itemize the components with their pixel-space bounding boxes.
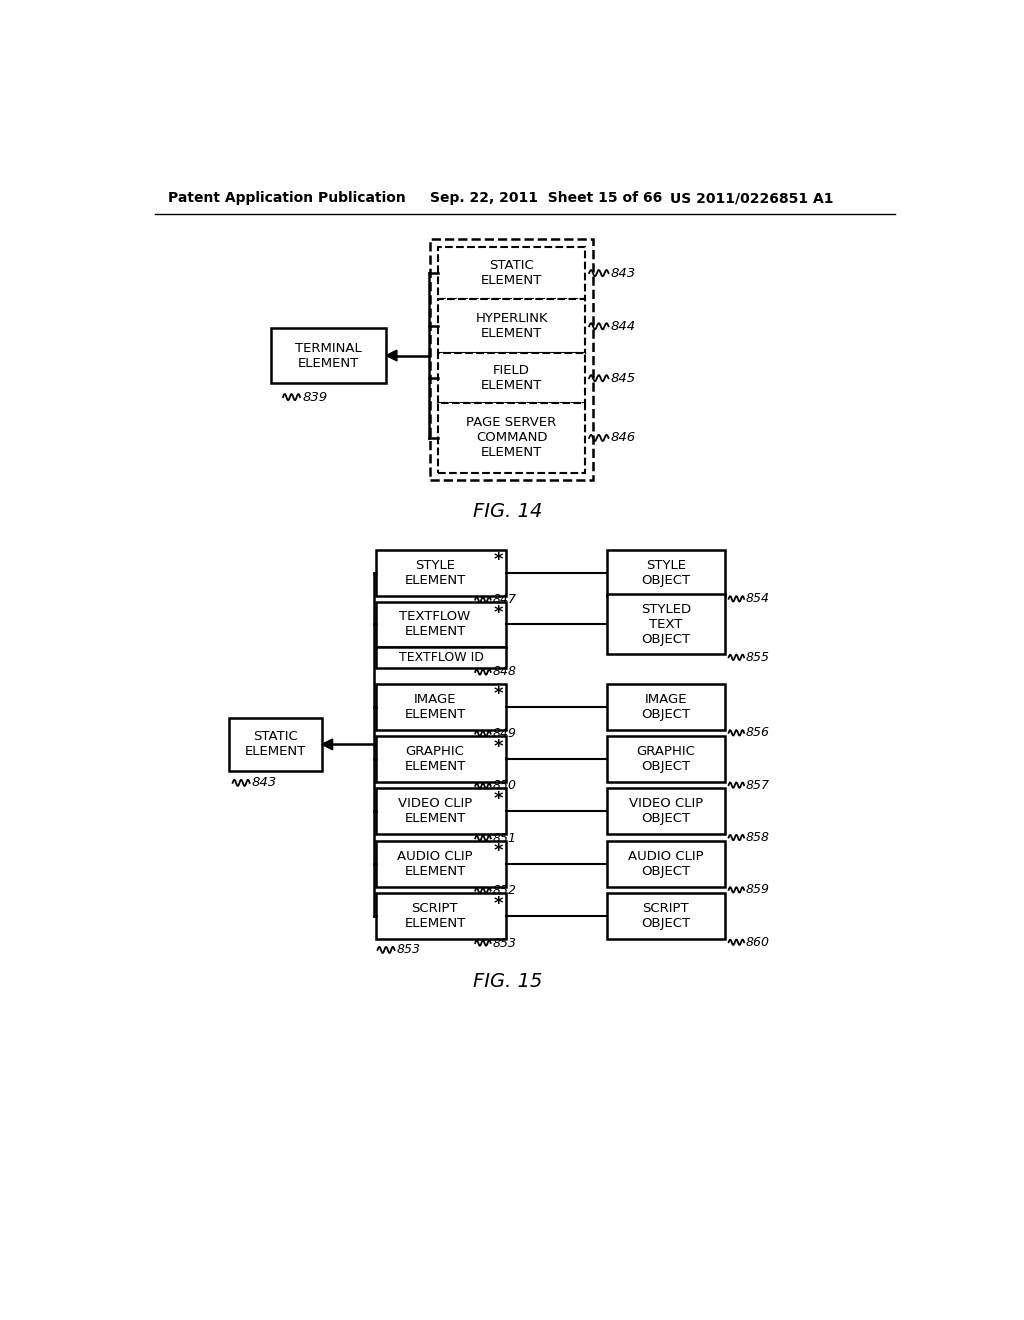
Text: 854: 854 — [745, 593, 770, 606]
Bar — [376, 737, 506, 781]
Text: 845: 845 — [611, 372, 636, 384]
Text: *: * — [494, 738, 503, 755]
Text: 853: 853 — [397, 944, 421, 957]
Text: 857: 857 — [745, 779, 770, 792]
Text: 848: 848 — [493, 665, 516, 678]
Bar — [438, 300, 586, 354]
Text: AUDIO CLIP
ELEMENT: AUDIO CLIP ELEMENT — [397, 850, 473, 878]
Text: 846: 846 — [611, 432, 636, 445]
Bar — [607, 549, 725, 595]
Text: 850: 850 — [493, 779, 516, 792]
Text: STATIC
ELEMENT: STATIC ELEMENT — [481, 259, 543, 288]
Text: IMAGE
ELEMENT: IMAGE ELEMENT — [404, 693, 466, 721]
Text: 855: 855 — [745, 651, 770, 664]
Bar — [607, 788, 725, 834]
Text: 858: 858 — [745, 832, 770, 843]
Text: FIG. 15: FIG. 15 — [473, 972, 543, 991]
Text: TEXTFLOW ID: TEXTFLOW ID — [398, 651, 483, 664]
Text: TEXTFLOW
ELEMENT: TEXTFLOW ELEMENT — [399, 610, 470, 639]
Bar — [438, 404, 586, 473]
Text: 844: 844 — [611, 319, 636, 333]
Text: STYLE
OBJECT: STYLE OBJECT — [641, 558, 690, 586]
Text: 860: 860 — [745, 936, 770, 949]
Text: STATIC
ELEMENT: STATIC ELEMENT — [245, 730, 306, 759]
Text: STYLED
TEXT
OBJECT: STYLED TEXT OBJECT — [641, 603, 691, 645]
Bar — [376, 894, 506, 940]
Bar — [430, 239, 593, 480]
Text: *: * — [494, 895, 503, 912]
Text: *: * — [494, 791, 503, 808]
Text: 856: 856 — [745, 726, 770, 739]
Text: FIG. 14: FIG. 14 — [473, 502, 543, 520]
Text: SCRIPT
ELEMENT: SCRIPT ELEMENT — [404, 902, 466, 931]
Text: 849: 849 — [493, 727, 516, 741]
Text: PAGE SERVER
COMMAND
ELEMENT: PAGE SERVER COMMAND ELEMENT — [467, 416, 557, 459]
Text: SCRIPT
OBJECT: SCRIPT OBJECT — [641, 902, 690, 931]
Text: TERMINAL
ELEMENT: TERMINAL ELEMENT — [295, 342, 362, 370]
Text: 843: 843 — [252, 776, 278, 789]
Bar — [376, 549, 506, 595]
Text: US 2011/0226851 A1: US 2011/0226851 A1 — [671, 191, 834, 206]
Text: *: * — [494, 685, 503, 704]
Text: Sep. 22, 2011  Sheet 15 of 66: Sep. 22, 2011 Sheet 15 of 66 — [430, 191, 663, 206]
Text: 859: 859 — [745, 883, 770, 896]
Bar — [271, 327, 386, 383]
Polygon shape — [386, 350, 397, 360]
Bar — [376, 647, 506, 668]
Text: GRAPHIC
ELEMENT: GRAPHIC ELEMENT — [404, 744, 466, 774]
Text: AUDIO CLIP
OBJECT: AUDIO CLIP OBJECT — [628, 850, 703, 878]
Bar — [376, 602, 506, 647]
Polygon shape — [322, 739, 333, 750]
Text: IMAGE
OBJECT: IMAGE OBJECT — [641, 693, 690, 721]
Bar — [607, 594, 725, 655]
Bar — [438, 354, 586, 404]
Text: 852: 852 — [493, 884, 516, 898]
Text: 847: 847 — [493, 593, 516, 606]
Bar — [607, 684, 725, 730]
Text: 839: 839 — [302, 391, 328, 404]
Text: *: * — [494, 842, 503, 861]
Text: 843: 843 — [611, 267, 636, 280]
Text: Patent Application Publication: Patent Application Publication — [168, 191, 407, 206]
Bar — [607, 841, 725, 887]
Text: VIDEO CLIP
ELEMENT: VIDEO CLIP ELEMENT — [397, 797, 472, 825]
Bar — [376, 788, 506, 834]
Text: STYLE
ELEMENT: STYLE ELEMENT — [404, 558, 466, 586]
Text: GRAPHIC
OBJECT: GRAPHIC OBJECT — [636, 744, 695, 774]
Text: 853: 853 — [493, 936, 516, 949]
Text: HYPERLINK
ELEMENT: HYPERLINK ELEMENT — [475, 313, 548, 341]
Bar — [607, 737, 725, 781]
Text: VIDEO CLIP
OBJECT: VIDEO CLIP OBJECT — [629, 797, 702, 825]
Text: 851: 851 — [493, 832, 516, 845]
Text: *: * — [494, 552, 503, 569]
Bar — [376, 684, 506, 730]
Text: FIELD
ELEMENT: FIELD ELEMENT — [481, 364, 543, 392]
Text: *: * — [494, 603, 503, 622]
Bar — [228, 718, 322, 771]
Bar — [376, 841, 506, 887]
Bar — [607, 894, 725, 940]
Bar — [438, 247, 586, 300]
